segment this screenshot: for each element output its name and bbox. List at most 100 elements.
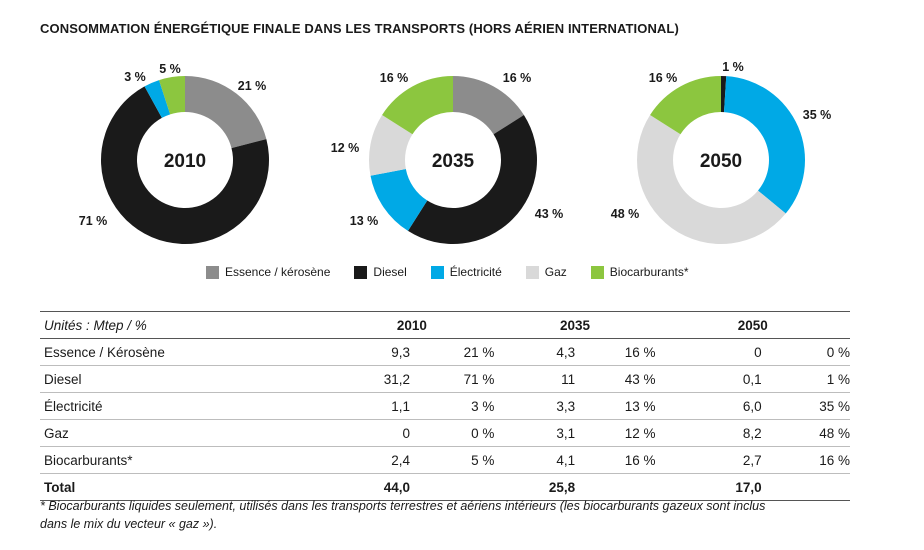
donut-slice — [382, 76, 453, 135]
donut-slice — [650, 76, 721, 135]
table-cell: 0 — [754, 344, 762, 360]
legend-swatch — [206, 265, 219, 279]
donut-slice — [724, 76, 805, 214]
donut-data-label: 48 % — [611, 207, 640, 221]
table-row: Électricité 1,1 3 % 3,3 13 % 6,0 35 % — [40, 393, 850, 420]
table-cell: 17,0 — [735, 479, 762, 495]
legend-swatch — [590, 265, 604, 279]
table-cell: 21 % — [463, 344, 495, 360]
donut-center-label: 2035 — [432, 151, 475, 172]
legend-item-gaz: Gaz — [525, 265, 567, 279]
year-header: 2010 — [396, 317, 427, 333]
table-cell: 5 % — [471, 452, 495, 468]
table-cell: 16 % — [624, 452, 656, 468]
table-cell: 2,4 — [391, 452, 411, 468]
table-row: Essence / Kérosène 9,3 21 % 4,3 16 % 0 0… — [40, 339, 850, 366]
row-label: Gaz — [44, 425, 69, 441]
table-cell: 0 — [402, 425, 411, 441]
legend-swatch — [354, 265, 368, 279]
table-cell: 6,0 — [742, 398, 762, 414]
donut-charts: 2010 21 % 71 % 3 % 5 % 2035 16 % 43 % 13 % 12 % 16… — [79, 60, 832, 245]
donut-center-label: 2010 — [164, 151, 206, 172]
donut-data-label: 16 % — [649, 71, 678, 85]
legend-swatch — [525, 265, 539, 279]
donut-slice — [370, 168, 428, 231]
data-table: Unités : Mtep / % 2010 2035 2050 Essence… — [40, 311, 850, 501]
row-label: Essence / Kérosène — [44, 344, 165, 360]
legend-label: Gaz — [544, 265, 567, 279]
table-cell: 31,2 — [383, 371, 411, 387]
footnote-line: * Biocarburants liquides seulement, util… — [40, 499, 766, 513]
table-cell: 25,8 — [548, 479, 576, 495]
table-cell: 4,1 — [556, 452, 576, 468]
donut-data-label: 16 % — [503, 71, 532, 85]
donut-data-label: 71 % — [79, 214, 108, 228]
table-cell: 4,3 — [556, 344, 576, 360]
legend-label: Diesel — [373, 265, 407, 279]
table-cell: 9,3 — [391, 344, 411, 360]
donut-slice — [721, 76, 727, 113]
table-cell: 35 % — [819, 398, 850, 414]
donut-slice — [369, 114, 413, 176]
footnote: * Biocarburants liquides seulement, util… — [40, 497, 860, 533]
footnote-line: dans le mix du vecteur « gaz »). — [40, 517, 218, 531]
table-cell: 3,1 — [556, 425, 576, 441]
donut-data-label: 21 % — [238, 79, 267, 93]
donut-data-label: 5 % — [159, 62, 181, 76]
table-cell: 43 % — [624, 371, 656, 387]
legend-swatch — [430, 265, 444, 279]
table-cell: 12 % — [624, 425, 656, 441]
table-cell: 2,7 — [742, 452, 762, 468]
table-cell: 11 — [561, 371, 576, 387]
table-cell: 0 % — [826, 344, 850, 360]
legend-item-biocarburants: Biocarburants* — [590, 265, 689, 279]
donut-slice — [637, 114, 786, 244]
table-cell: 1 % — [826, 371, 850, 387]
row-label: Biocarburants* — [44, 452, 133, 468]
donut-data-label: 3 % — [124, 70, 146, 84]
donut-data-label: 16 % — [380, 71, 409, 85]
donut-center-label: 2050 — [700, 151, 742, 172]
row-label: Total — [44, 479, 76, 495]
table-cell: 0,1 — [742, 371, 762, 387]
donut-slice — [101, 86, 269, 245]
row-label: Diesel — [44, 371, 82, 387]
chart-title: CONSOMMATION ÉNERGÉTIQUE FINALE DANS LES… — [40, 21, 679, 36]
table-cell: 3,3 — [556, 398, 576, 414]
donut-data-label: 35 % — [803, 108, 832, 122]
donut-data-label: 43 % — [535, 207, 564, 221]
donut-slice — [407, 114, 537, 245]
year-header: 2035 — [559, 317, 590, 333]
year-header: 2050 — [737, 317, 768, 333]
table-cell: 8,2 — [742, 425, 762, 441]
legend-item-diesel: Diesel — [354, 265, 407, 279]
table-cell: 1,1 — [391, 398, 411, 414]
legend: Essence / kérosène Diesel Électricité Ga… — [206, 263, 689, 281]
table-total-row: Total 44,0 25,8 17,0 — [40, 474, 850, 501]
table-cell: 13 % — [624, 398, 656, 414]
table-row: Diesel 31,2 71 % 11 43 % 0,1 1 % — [40, 366, 850, 393]
legend-label: Essence / kérosène — [225, 265, 331, 279]
table-cell: 16 % — [624, 344, 656, 360]
table-cell: 3 % — [471, 398, 495, 414]
table-cell: 44,0 — [383, 479, 411, 495]
table-cell: 71 % — [463, 371, 495, 387]
donut-slice — [144, 80, 171, 118]
donut-data-label: 12 % — [331, 141, 360, 155]
donut-data-label: 13 % — [350, 214, 379, 228]
donut-data-label: 1 % — [722, 60, 744, 74]
legend-item-electricite: Électricité — [430, 265, 502, 279]
donut-slice — [453, 76, 524, 135]
table-row: Biocarburants* 2,4 5 % 4,1 16 % 2,7 16 % — [40, 447, 850, 474]
legend-label: Électricité — [449, 265, 502, 279]
row-label: Électricité — [44, 398, 103, 414]
legend-item-essence: Essence / kérosène — [206, 265, 330, 279]
table-header-row: Unités : Mtep / % 2010 2035 2050 — [40, 311, 850, 339]
donut-slice — [185, 76, 267, 149]
table-cell: 48 % — [819, 425, 850, 441]
table-cell: 16 % — [819, 452, 850, 468]
donut-slice — [159, 76, 185, 115]
units-label: Unités : Mtep / % — [44, 317, 147, 333]
table-cell: 0 % — [471, 425, 495, 441]
table-row: Gaz 0 0 % 3,1 12 % 8,2 48 % — [40, 420, 850, 447]
